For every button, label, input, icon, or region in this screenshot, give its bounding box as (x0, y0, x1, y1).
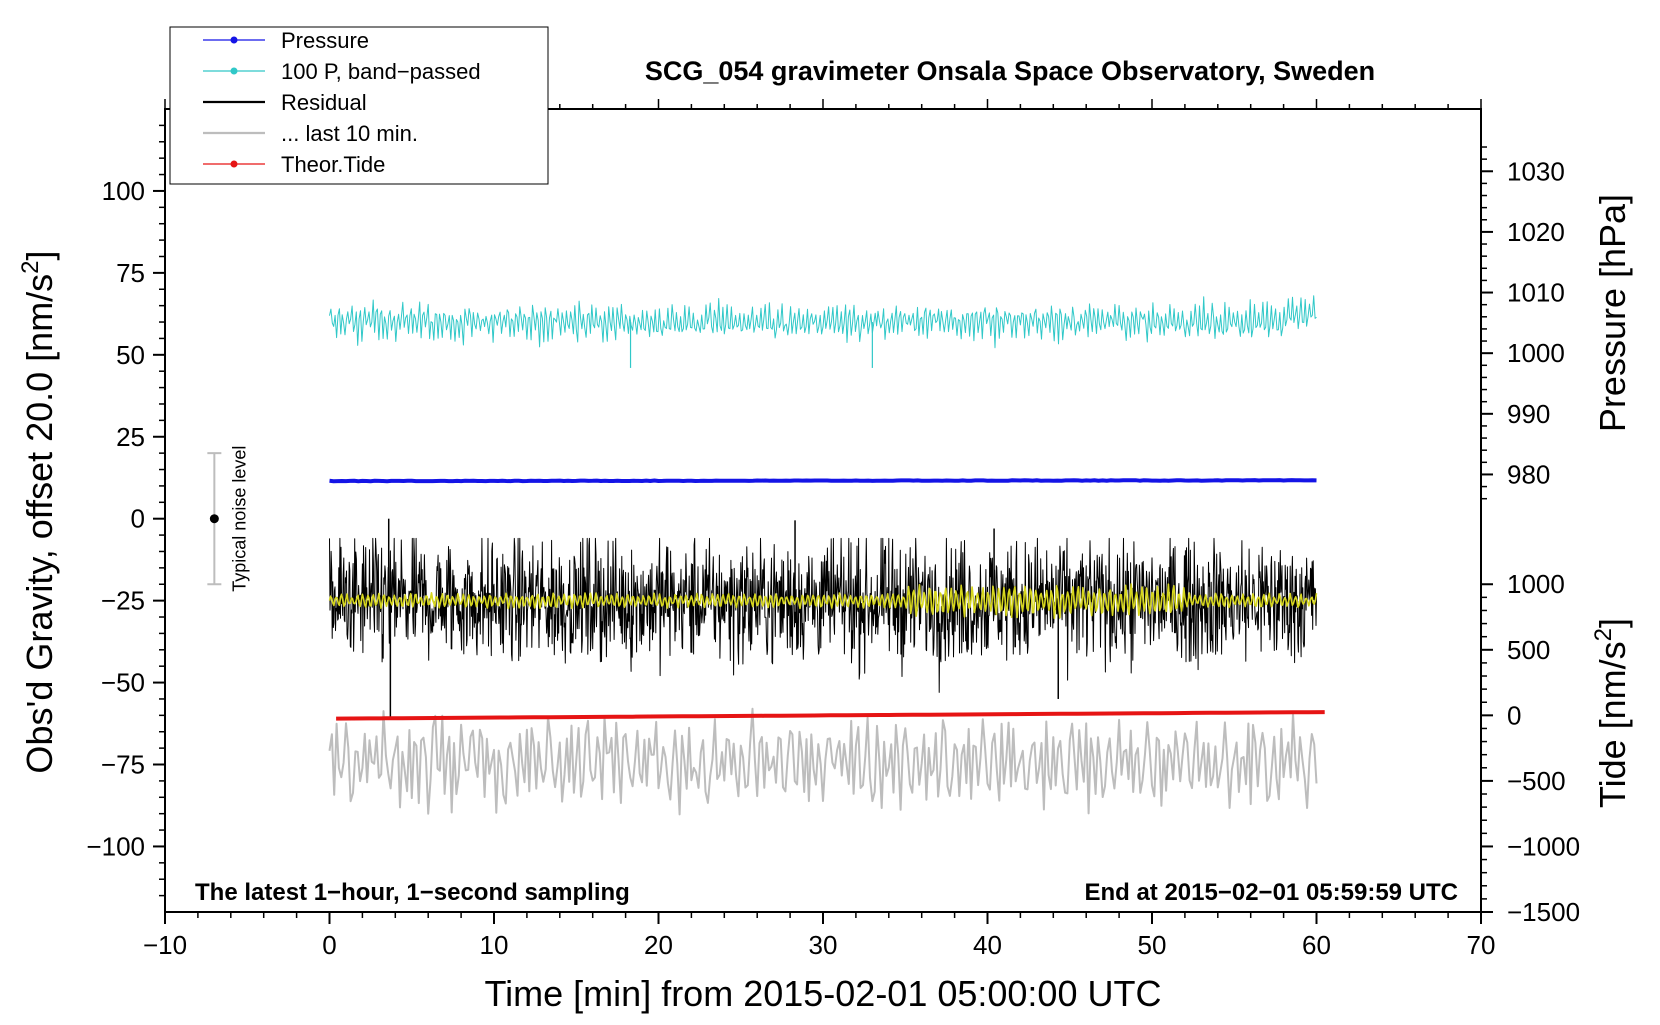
legend-swatch-marker (230, 160, 238, 168)
legend-box (169, 26, 549, 185)
x-tick-label: 60 (1302, 930, 1331, 960)
noise-bar-label: Typical noise level (229, 446, 249, 592)
pressure-tick-label: 980 (1507, 459, 1550, 489)
legend-label: Pressure (281, 28, 369, 53)
y-left-tick-label: 100 (102, 176, 145, 206)
tide-axis-ticks: 1000 500 0 −500 −1000 −1500 (1481, 569, 1580, 927)
y-left-tick-label: −50 (101, 668, 145, 698)
series-residual (329, 537, 1317, 693)
legend-label: ... last 10 min. (281, 121, 418, 146)
y-left-label-main: Obs'd Gravity, offset 20.0 [nm/s (19, 274, 60, 774)
tide-tick-label: −1500 (1507, 897, 1580, 927)
tide-tick-label: 1000 (1507, 569, 1565, 599)
y-left-tick-label: 75 (116, 258, 145, 288)
series-layer (328, 295, 1325, 816)
legend-label: Theor.Tide (281, 152, 385, 177)
legend-label: 100 P, band−passed (281, 59, 481, 84)
series-residual-smoothed (328, 583, 1318, 620)
y-left-tick-label: −25 (101, 586, 145, 616)
y-axis-pressure-label: Pressure [hPa] (1592, 194, 1633, 432)
annotation-bottom-left: The latest 1−hour, 1−second sampling (195, 879, 630, 906)
x-tick-label: −10 (143, 930, 187, 960)
pressure-tick-label: 1020 (1507, 217, 1565, 247)
y-left-label-close: ] (19, 250, 60, 260)
y-left-tick-label: 25 (116, 422, 145, 452)
x-tick-label: 30 (809, 930, 838, 960)
y-left-tick-label: −75 (101, 750, 145, 780)
pressure-tick-label: 1010 (1507, 278, 1565, 308)
x-tick-label: 10 (480, 930, 509, 960)
tide-tick-label: −500 (1507, 766, 1566, 796)
y-axis-tide-label: Tide [nm/s2] (1590, 618, 1633, 808)
noise-level-indicator: Typical noise level (207, 446, 249, 592)
y-axis-left-label: Obs'd Gravity, offset 20.0 [nm/s2] (17, 250, 60, 773)
series-theor-tide (336, 710, 1325, 721)
tide-tick-label: −1000 (1507, 831, 1580, 861)
noise-bar-center-dot (209, 514, 219, 524)
tide-tick-label: 0 (1507, 700, 1521, 730)
x-tick-label: 70 (1467, 930, 1496, 960)
y-left-tick-label: 0 (131, 504, 145, 534)
x-tick-label: 20 (644, 930, 673, 960)
tide-label-sup: 2 (1590, 628, 1617, 641)
legend-swatch-marker (230, 67, 238, 75)
annotation-bottom-right: End at 2015−02−01 05:59:59 UTC (1084, 879, 1458, 906)
tide-label-main: Tide [nm/s (1592, 641, 1633, 808)
legend-swatch-marker (230, 36, 238, 44)
y-left-tick-label: −100 (86, 831, 145, 861)
pressure-tick-label: 990 (1507, 399, 1550, 429)
legend: Pressure 100 P, band−passed Residual ... la… (169, 26, 549, 185)
x-tick-label: 50 (1138, 930, 1167, 960)
series-pressure-bandpassed (329, 295, 1317, 349)
x-axis-label: Time [min] from 2015-02-01 05:00:00 UTC (485, 973, 1162, 1014)
y-left-label-sup: 2 (17, 260, 44, 273)
x-tick-label: 0 (322, 930, 336, 960)
chart-title: SCG_054 gravimeter Onsala Space Observat… (645, 56, 1375, 86)
x-axis-ticks: −10 0 10 20 30 40 50 60 70 (143, 99, 1496, 960)
series-pressure (329, 478, 1317, 484)
y-left-axis-ticks: 100 75 50 25 0 −25 −50 −75 −100 (86, 124, 165, 897)
pressure-axis-ticks: 1030 1020 1010 1000 990 980 (1481, 146, 1565, 500)
pressure-tick-label: 1030 (1507, 156, 1565, 186)
legend-label: Residual (281, 90, 367, 115)
tide-label-close: ] (1592, 618, 1633, 628)
y-left-tick-label: 50 (116, 340, 145, 370)
tide-tick-label: 500 (1507, 635, 1550, 665)
series-last-10-min (328, 707, 1318, 816)
x-tick-label: 40 (973, 930, 1002, 960)
pressure-tick-label: 1000 (1507, 338, 1565, 368)
